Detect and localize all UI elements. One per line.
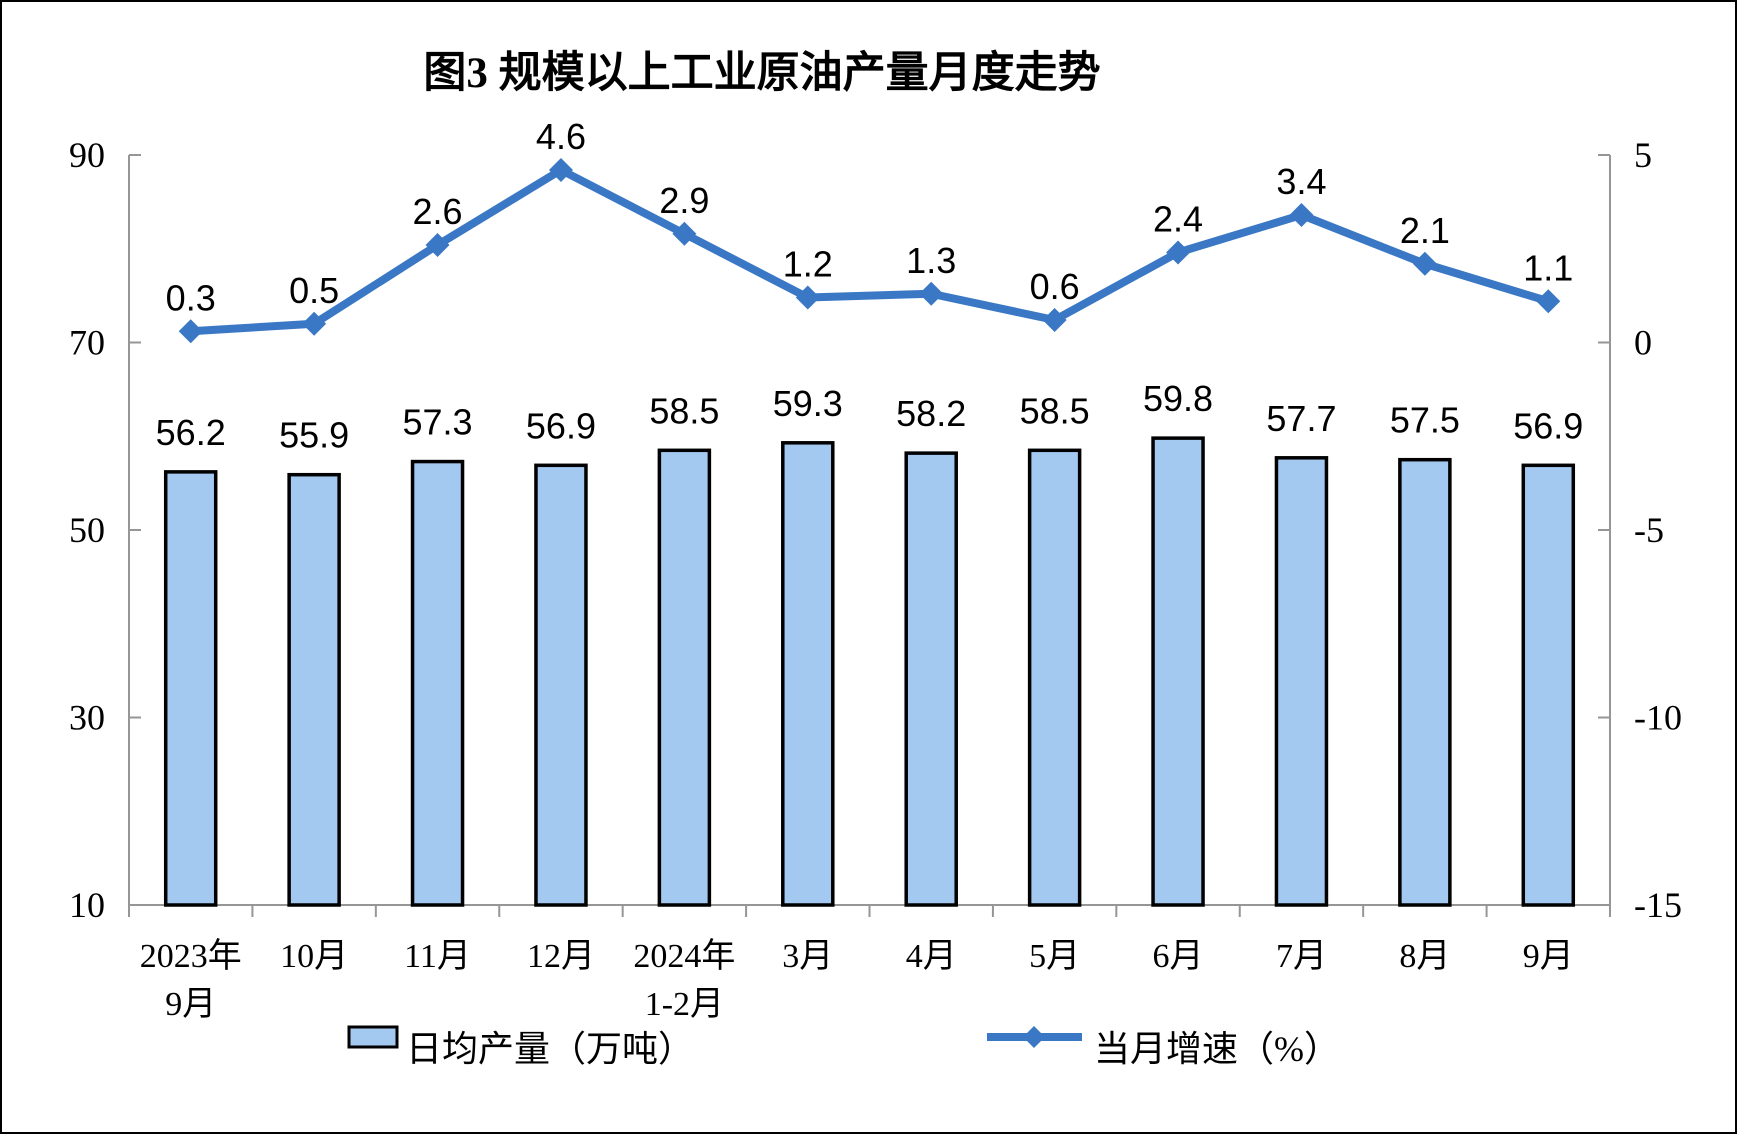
bar-data-label: 59.3 [773, 383, 843, 424]
line-marker-diamond [548, 158, 573, 182]
line-data-label: 4.6 [536, 116, 586, 157]
bar [904, 451, 958, 907]
line-marker-diamond [302, 311, 327, 336]
x-category-label: 1-2月 [645, 986, 724, 1023]
line-marker-diamond [795, 285, 820, 310]
x-category-label: 8月 [1399, 938, 1450, 975]
line-marker-diamond [1536, 289, 1561, 314]
line-marker-diamond [1166, 240, 1191, 265]
line-marker-diamond [1412, 251, 1437, 276]
line-data-label: 2.4 [1153, 199, 1203, 240]
line-data-label: 0.6 [1030, 266, 1080, 307]
x-category-label: 3月 [782, 938, 833, 975]
bar [534, 463, 588, 907]
chart-title: 图3 规模以上工业原油产量月度走势 [423, 50, 1101, 97]
x-category-label: 9月 [1523, 938, 1574, 975]
x-category-label: 5月 [1029, 938, 1080, 975]
bar [163, 470, 218, 907]
bar [1274, 456, 1329, 907]
right-axis-tick-label: 0 [1634, 323, 1652, 363]
bar-data-label: 57.5 [1390, 400, 1460, 441]
line-data-label: 0.5 [289, 270, 339, 311]
line-data-label: 3.4 [1276, 161, 1326, 202]
line-marker-diamond [919, 281, 944, 306]
bar [1521, 463, 1576, 907]
legend-bar-swatch [347, 1025, 399, 1049]
line-marker-diamond [1042, 308, 1067, 332]
line-marker-diamond [1289, 203, 1314, 227]
bar [287, 472, 341, 907]
bar-data-label: 58.2 [896, 393, 966, 434]
line-data-label: 1.3 [906, 240, 956, 281]
bar-data-label: 59.8 [1143, 378, 1213, 419]
left-axis-tick-label: 10 [69, 885, 105, 925]
left-axis-tick-label: 70 [69, 323, 105, 363]
line-series [186, 166, 1553, 336]
bar-data-label: 56.2 [156, 412, 226, 453]
bar [1027, 448, 1082, 907]
bar-data-label: 57.3 [403, 402, 473, 443]
bar-data-label: 57.7 [1266, 398, 1336, 439]
line-marker-diamond [672, 221, 697, 246]
bar-data-label: 58.5 [1020, 390, 1090, 431]
right-axis-tick-label: -5 [1634, 510, 1664, 550]
x-category-label: 2023年 [140, 937, 242, 975]
bar-data-label: 56.9 [1513, 405, 1583, 446]
bar-data-label: 58.5 [649, 390, 719, 431]
bar-data-label: 55.9 [279, 415, 349, 456]
x-category-label: 7月 [1276, 938, 1327, 975]
line-marker-diamond [178, 319, 203, 344]
bar-data-label: 56.9 [526, 405, 596, 446]
right-axis-tick-label: 5 [1634, 135, 1652, 175]
line-data-label: 2.9 [659, 180, 709, 221]
right-axis-tick-label: -15 [1634, 885, 1682, 925]
legend-line-marker [1023, 1026, 1045, 1048]
right-axis-tick-label: -10 [1634, 698, 1682, 738]
bar [410, 459, 465, 907]
line-marker-diamond [425, 233, 450, 257]
bar [781, 441, 835, 907]
x-category-label: 12月 [527, 938, 595, 975]
x-category-label: 11月 [404, 938, 471, 975]
bar [1151, 436, 1205, 907]
legend-label-line-series: 当月增速（%） [1094, 1029, 1340, 1069]
left-axis-tick-label: 50 [69, 510, 105, 550]
left-axis-tick-label: 30 [69, 698, 105, 738]
bar [1398, 457, 1452, 907]
bar [657, 448, 712, 907]
line-data-label: 2.1 [1400, 210, 1450, 251]
x-category-label: 2024年 [633, 937, 735, 975]
legend-label-bar-series: 日均产量（万吨） [406, 1029, 695, 1069]
x-category-label: 10月 [280, 938, 348, 975]
line-data-label: 1.2 [783, 244, 833, 285]
x-category-label: 9月 [165, 986, 216, 1023]
line-data-label: 2.6 [413, 191, 463, 232]
left-axis-tick-label: 90 [69, 135, 105, 175]
line-data-label: 1.1 [1523, 247, 1573, 288]
x-category-label: 6月 [1153, 938, 1204, 975]
line-data-label: 0.3 [166, 277, 216, 318]
x-category-label: 4月 [906, 938, 957, 975]
